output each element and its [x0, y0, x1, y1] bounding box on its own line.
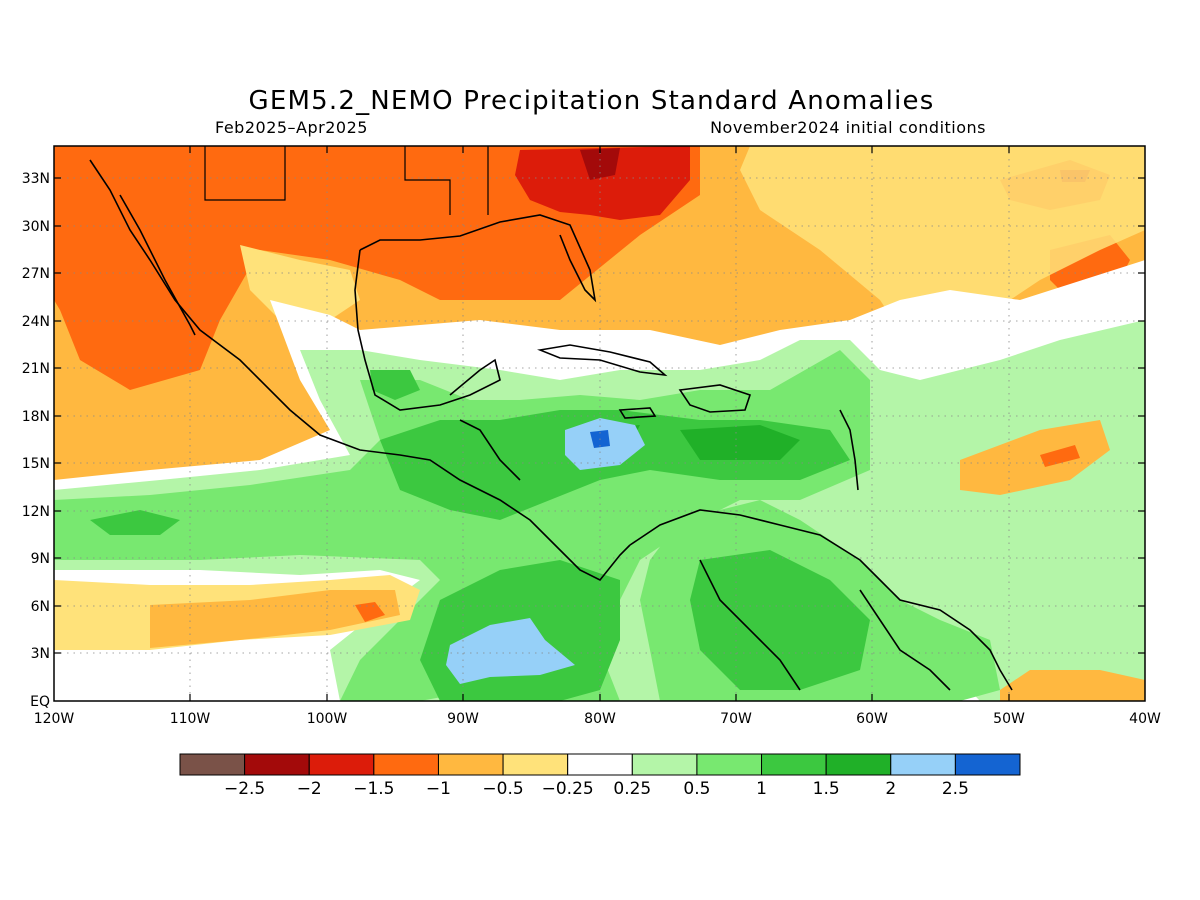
- colorbar-label: 2.5: [942, 779, 969, 799]
- colorbar-label: −0.5: [482, 779, 523, 799]
- colorbar-swatch: [502, 753, 569, 776]
- colorbar-swatch: [244, 753, 310, 776]
- lat-label: 30N: [22, 219, 50, 235]
- anomaly-field: [54, 146, 1145, 701]
- map-title: GEM5.2_NEMO Precipitation Standard Anoma…: [248, 86, 935, 116]
- field-pos1-yuc: [370, 370, 420, 400]
- colorbar-swatch: [890, 753, 956, 776]
- field-pos1-w: [90, 510, 180, 535]
- lon-label: 90W: [447, 711, 479, 727]
- borders: [204, 146, 489, 215]
- lat-label: 3N: [31, 646, 50, 662]
- field-neg05-se: [1000, 670, 1145, 701]
- lon-label: 60W: [856, 711, 888, 727]
- field-neg025-ne: [740, 146, 1145, 330]
- colorbar-swatch: [179, 753, 246, 776]
- colorbar-swatch: [437, 753, 504, 776]
- colorbar-label: 2: [885, 779, 896, 799]
- colorbar-swatch: [308, 753, 375, 776]
- colorbar-swatch: [373, 753, 439, 776]
- field-neg1-sw: [355, 602, 385, 622]
- lon-label: 120W: [34, 711, 75, 727]
- lon-labels: 120W 110W 100W 90W 80W 70W 60W 50W 40W: [34, 711, 1161, 727]
- lat-label: EQ: [30, 694, 50, 710]
- lon-label: 110W: [170, 711, 211, 727]
- field-pos1-sa: [690, 550, 870, 690]
- colorbar-swatch: [761, 753, 827, 776]
- colorbar-label: −0.25: [542, 779, 594, 799]
- field-neg1-north: [54, 146, 700, 390]
- lat-label: 12N: [22, 504, 50, 520]
- colorbar-label: −2: [297, 779, 322, 799]
- field-neg025-gulf: [240, 245, 360, 320]
- colorbar-swatch: [825, 753, 892, 776]
- lat-label: 33N: [22, 171, 50, 187]
- colorbar-label: 0.5: [683, 779, 710, 799]
- lat-label: 9N: [31, 551, 50, 567]
- lat-label: 21N: [22, 361, 50, 377]
- lat-label: 24N: [22, 314, 50, 330]
- lon-label: 70W: [720, 711, 752, 727]
- lat-label: 15N: [22, 456, 50, 472]
- field-pos2-pac: [446, 618, 575, 684]
- field-neg15: [515, 146, 690, 220]
- colorbar-label: −2.5: [224, 779, 265, 799]
- lat-label: 18N: [22, 409, 50, 425]
- colorbar-label: −1: [426, 779, 451, 799]
- field-pos15: [680, 425, 800, 460]
- lon-label: 80W: [584, 711, 616, 727]
- colorbar-label: −1.5: [353, 779, 394, 799]
- lon-label: 100W: [307, 711, 348, 727]
- colorbar-swatch: [567, 753, 633, 776]
- lat-labels: 33N 30N 27N 24N 21N 18N 15N 12N 9N 6N 3N…: [22, 171, 50, 710]
- initial-conditions: November2024 initial conditions: [710, 118, 986, 137]
- lon-label: 40W: [1129, 711, 1161, 727]
- forecast-period: Feb2025–Apr2025: [215, 118, 368, 137]
- field-neg05-e: [960, 420, 1110, 495]
- colorbar-swatch: [696, 753, 763, 776]
- colorbar-swatch: [954, 753, 1021, 776]
- colorbar: −2.5 −2 −1.5 −1 −0.5 −0.25 0.25 0.5 1 1.5 2 2.5: [179, 753, 1021, 799]
- colorbar-label: 1.5: [813, 779, 840, 799]
- field-neg1-e2: [1040, 445, 1080, 467]
- lat-label: 6N: [31, 599, 50, 615]
- colorbar-swatch: [631, 753, 698, 776]
- field-neg05-sw: [150, 590, 400, 648]
- colorbar-label: 0.25: [613, 779, 651, 799]
- coastlines: [89, 159, 1013, 691]
- lon-label: 50W: [993, 711, 1025, 727]
- lat-label: 27N: [22, 266, 50, 282]
- tick-marks: [54, 146, 1145, 701]
- colorbar-label: 1: [756, 779, 767, 799]
- field-neg2: [580, 148, 620, 180]
